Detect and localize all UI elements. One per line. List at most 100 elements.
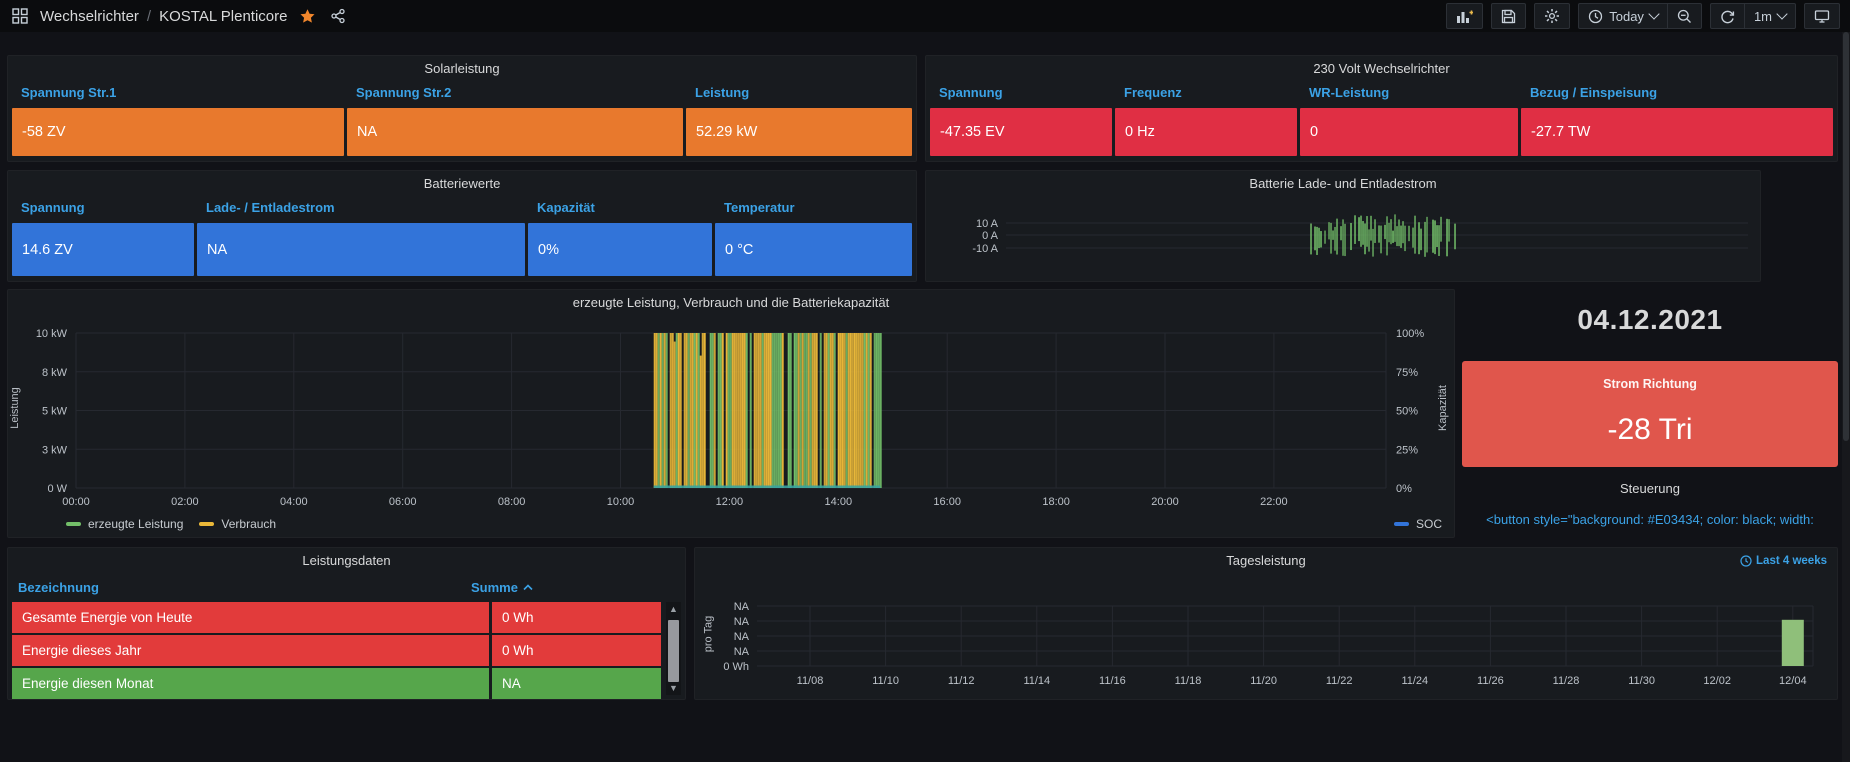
scroll-up-icon[interactable]: ▲ [666,602,681,616]
zoom-out-time-button[interactable] [1668,3,1702,29]
svg-text:11/14: 11/14 [1023,675,1050,687]
row-label-cell: Energie dieses Jahr [12,635,489,666]
svg-text:NA: NA [734,646,750,658]
legend-swatch [199,522,214,526]
breadcrumb-dashboard[interactable]: KOSTAL Plenticore [159,8,287,25]
ac-column-header-2: WR-Leistung [1300,85,1518,100]
breadcrumb-folder[interactable]: Wechselrichter [40,8,139,25]
kiosk-mode-button[interactable] [1804,3,1840,29]
scroll-down-icon[interactable]: ▼ [666,681,681,695]
dashboard-canvas: Solarleistung Spannung Str.1Spannung Str… [0,32,1850,762]
solar-column-header-0: Spannung Str.1 [12,85,344,100]
panel-leistung-chart: erzeugte Leistung, Verbrauch und die Bat… [7,289,1455,538]
svg-text:3 kW: 3 kW [42,444,68,456]
add-panel-button[interactable] [1446,3,1483,29]
svg-text:11/12: 11/12 [948,675,975,687]
row-value-cell: 0 Wh [492,635,661,666]
svg-text:16:00: 16:00 [933,496,961,508]
svg-text:0 A: 0 A [982,230,999,242]
svg-text:11/24: 11/24 [1401,675,1428,687]
svg-text:12:00: 12:00 [716,496,744,508]
svg-text:11/10: 11/10 [872,675,899,687]
panel-title[interactable]: Batteriewerte [8,171,916,197]
svg-text:NA: NA [734,631,750,643]
battery-current-chart[interactable]: 10 A0 A-10 A [926,171,1760,281]
window-scrollbar[interactable] [1842,32,1850,762]
dashboard-settings-button[interactable] [1534,3,1570,29]
panel-leistungsdaten: Leistungsdaten Bezeichnung Summe Gesamte… [7,547,686,700]
favorite-star-button[interactable] [297,6,318,27]
breadcrumb-separator: / [147,8,151,25]
svg-text:12/02: 12/02 [1703,675,1731,687]
ac-value-cell-0: -47.35 EV [930,108,1112,156]
svg-text:11/28: 11/28 [1553,675,1580,687]
share-button[interactable] [328,6,348,26]
dashboards-grid-button[interactable] [10,6,30,26]
refresh-interval-label: 1m [1754,9,1772,24]
chevron-down-icon [1776,8,1787,19]
refresh-button[interactable] [1710,3,1745,29]
row-value-cell: NA [492,668,661,699]
steuerung-button-code-link[interactable]: <button style="background: #E03434; colo… [1463,512,1837,527]
panel-title[interactable]: Steuerung [1463,476,1837,502]
strom-richtung-label: Strom Richtung [1463,377,1837,391]
ac-column-header-1: Frequenz [1115,85,1297,100]
row-value-cell: 0 Wh [492,602,661,633]
legend-item-soc[interactable]: SOC [1394,517,1442,531]
svg-text:14:00: 14:00 [825,496,853,508]
legend-item-erzeugte-leistung[interactable]: erzeugte Leistung [66,517,183,531]
gear-icon [1544,8,1560,24]
daily-output-chart[interactable]: NANANANA0 Wh11/0811/1011/1211/1411/1611/… [695,548,1837,699]
svg-text:50%: 50% [1396,406,1418,418]
svg-text:11/26: 11/26 [1477,675,1504,687]
refresh-group: 1m [1710,3,1796,29]
refresh-icon [1720,9,1735,24]
top-navbar: Wechselrichter / KOSTAL Plenticore [0,0,1850,32]
panel-steuerung: Steuerung <button style="background: #E0… [1462,475,1838,537]
panel-datum: 04.12.2021 [1462,289,1838,353]
svg-text:11/18: 11/18 [1175,675,1202,687]
svg-text:-10 A: -10 A [972,243,998,255]
solar-value-cell-0: -58 ZV [12,108,344,156]
battery-stat-table: SpannungLade- / EntladestromKapazitätTem… [8,197,916,281]
legend-left: erzeugte Leistung Verbrauch [66,517,276,531]
strom-richtung-value: -28 Tri [1463,413,1837,447]
zoom-out-icon [1677,9,1692,24]
refresh-interval-picker[interactable]: 1m [1745,3,1796,29]
legend-item-verbrauch[interactable]: Verbrauch [199,517,276,531]
svg-text:11/30: 11/30 [1628,675,1655,687]
table-scrollbar[interactable]: ▲ ▼ [666,602,681,695]
column-header-summe[interactable]: Summe [471,580,661,595]
save-dashboard-button[interactable] [1491,3,1526,29]
svg-text:0 Wh: 0 Wh [723,661,749,673]
time-range-picker[interactable]: Today [1578,3,1668,29]
battery-column-header-3: Temperatur [715,200,912,215]
power-consumption-soc-chart[interactable]: 10 kW100%8 kW75%5 kW50%3 kW25%0 W0%00:00… [8,290,1454,537]
ac-stat-table: SpannungFrequenzWR-LeistungBezug / Einsp… [926,82,1837,161]
svg-text:0%: 0% [1396,483,1412,495]
svg-text:100%: 100% [1396,328,1424,340]
solar-column-header-2: Leistung [686,85,912,100]
ac-value-cell-1: 0 Hz [1115,108,1297,156]
ac-column-header-3: Bezug / Einspeisung [1521,85,1833,100]
svg-text:11/22: 11/22 [1326,675,1353,687]
row-label-cell: Energie diesen Monat [12,668,489,699]
window-scrollbar-thumb[interactable] [1843,32,1849,441]
legend-swatch [66,522,81,526]
left-axis-label: Leistung [9,387,21,429]
panel-title[interactable]: Solarleistung [8,56,916,82]
monitor-icon [1814,9,1830,24]
scrollbar-thumb[interactable] [668,620,679,682]
column-header-bezeichnung[interactable]: Bezeichnung [18,580,471,595]
panel-title[interactable]: 230 Volt Wechselrichter [926,56,1837,82]
svg-text:5 kW: 5 kW [42,406,68,418]
panel-title[interactable]: Leistungsdaten [8,548,685,574]
svg-text:22:00: 22:00 [1260,496,1288,508]
svg-text:11/16: 11/16 [1099,675,1126,687]
clock-icon [1588,9,1603,24]
row-label-cell: Gesamte Energie von Heute [12,602,489,633]
grafana-dashboard: Wechselrichter / KOSTAL Plenticore [0,0,1850,762]
svg-text:18:00: 18:00 [1042,496,1070,508]
battery-column-header-1: Lade- / Entladestrom [197,200,525,215]
solar-stat-table: Spannung Str.1Spannung Str.2Leistung-58 … [8,82,916,161]
